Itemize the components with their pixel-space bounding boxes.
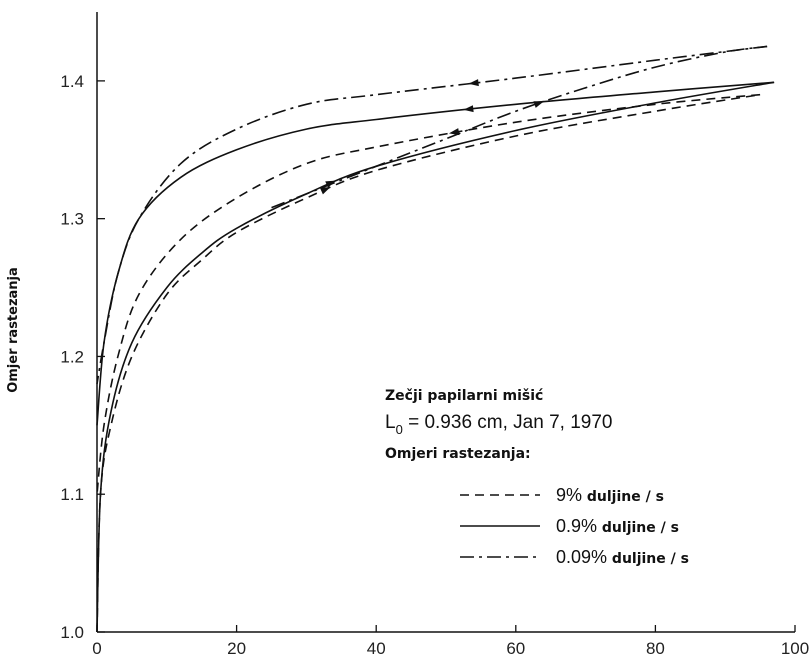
series-dashed-unloading-line xyxy=(96,93,761,495)
y-tick-label: 1.2 xyxy=(60,347,84,366)
legend: 9% duljine / s0.9% duljine / s0.09% dulj… xyxy=(460,485,689,567)
y-axis-label: Omjer rastezanja xyxy=(6,267,21,393)
legend-unit: duljine / s xyxy=(597,520,679,536)
direction-arrows xyxy=(320,79,545,195)
x-tick-label: 60 xyxy=(506,639,525,658)
y-ticks: 1.0 1.1 1.2 1.3 1.4 xyxy=(60,72,105,642)
legend-label: 9% duljine / s xyxy=(556,485,664,505)
x-tick-label: 20 xyxy=(227,639,246,658)
legend-rate: 9% xyxy=(556,485,582,505)
unloading-arrow-icon xyxy=(468,79,479,87)
x-tick-label: 100 xyxy=(781,639,809,658)
y-tick-label: 1.0 xyxy=(60,623,84,642)
series-group xyxy=(96,45,775,633)
legend-label: 0.09% duljine / s xyxy=(556,547,689,567)
y-tick-label: 1.3 xyxy=(60,210,84,229)
annotation-rates-heading: Omjeri rastezanja: xyxy=(385,446,531,462)
annotation-l-subscript: 0 xyxy=(396,422,403,437)
annotation-l-value: = 0.936 cm, Jan 7, 1970 xyxy=(403,412,613,433)
axes xyxy=(96,12,795,633)
x-tick-label: 80 xyxy=(646,639,665,658)
annotation-l-symbol: L xyxy=(385,412,396,433)
legend-unit: duljine / s xyxy=(582,489,664,505)
x-ticks: 0 20 40 60 80 100 xyxy=(92,625,809,658)
unloading-arrow-icon xyxy=(448,128,460,136)
x-tick-label: 40 xyxy=(367,639,386,658)
unloading-arrow-icon xyxy=(463,105,474,113)
annotation-box: Zečji papilarni mišić L0 = 0.936 cm, Jan… xyxy=(385,388,612,462)
annotation-subtitle: L0 = 0.936 cm, Jan 7, 1970 xyxy=(385,412,612,437)
series-dashdot-loading-line xyxy=(271,45,768,209)
loading-arrow-icon xyxy=(320,187,331,195)
loading-arrow-icon xyxy=(325,180,336,188)
y-tick-label: 1.4 xyxy=(60,72,84,91)
series-solid-loading-line xyxy=(96,81,775,633)
x-tick-label: 0 xyxy=(92,639,101,658)
loading-arrow-icon xyxy=(533,101,545,108)
legend-rate: 0.09% xyxy=(556,547,607,567)
series-dashed-loading-line xyxy=(96,93,761,633)
series-solid-unloading-line xyxy=(96,81,775,426)
legend-unit: duljine / s xyxy=(607,551,689,567)
y-tick-label: 1.1 xyxy=(60,485,84,504)
series-dashdot-unloading-line xyxy=(96,45,768,385)
legend-label: 0.9% duljine / s xyxy=(556,516,679,536)
annotation-title: Zečji papilarni mišić xyxy=(385,388,543,404)
legend-rate: 0.9% xyxy=(556,516,597,536)
